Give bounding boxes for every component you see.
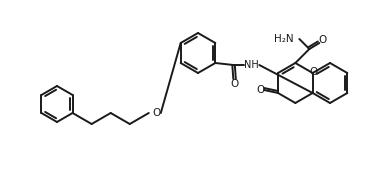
Text: O: O (310, 67, 318, 77)
Text: O: O (318, 35, 326, 45)
Text: NH: NH (244, 60, 259, 70)
Text: O: O (230, 79, 239, 89)
Text: H₂N: H₂N (274, 34, 293, 44)
Text: O: O (256, 85, 264, 95)
Text: O: O (152, 108, 161, 118)
